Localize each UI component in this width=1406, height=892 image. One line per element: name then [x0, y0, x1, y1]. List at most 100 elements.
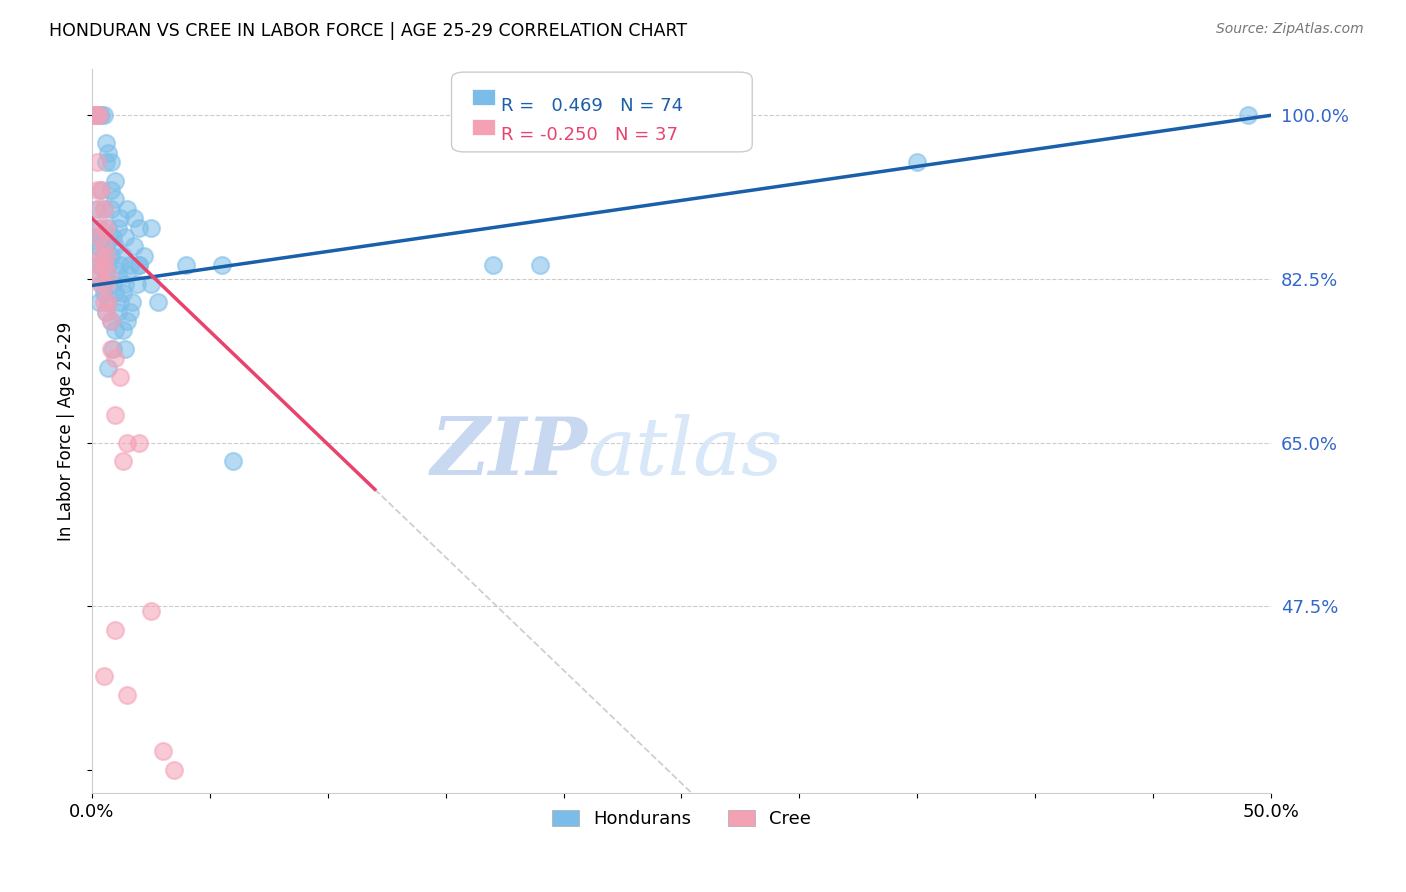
Point	[101, 277, 124, 291]
Point	[86, 108, 108, 122]
Point	[87, 230, 110, 244]
Point	[97, 258, 120, 272]
Point	[83, 249, 105, 263]
Point	[211, 258, 233, 272]
Point	[94, 136, 117, 151]
Point	[115, 267, 138, 281]
Point	[163, 763, 186, 777]
Bar	[471, 120, 495, 136]
Point	[139, 220, 162, 235]
Point	[104, 408, 127, 422]
Point	[108, 258, 131, 272]
Point	[83, 108, 105, 122]
Point	[94, 249, 117, 263]
Point	[139, 277, 162, 291]
Point	[93, 669, 115, 683]
Point	[104, 285, 127, 300]
Point	[90, 249, 112, 263]
Point	[93, 202, 115, 216]
FancyBboxPatch shape	[451, 72, 752, 152]
Point	[107, 220, 129, 235]
Point	[100, 314, 122, 328]
Point	[94, 220, 117, 235]
Point	[121, 295, 143, 310]
Point	[104, 239, 127, 253]
Point	[90, 277, 112, 291]
Point	[86, 202, 108, 216]
Point	[104, 323, 127, 337]
Text: HONDURAN VS CREE IN LABOR FORCE | AGE 25-29 CORRELATION CHART: HONDURAN VS CREE IN LABOR FORCE | AGE 25…	[49, 22, 688, 40]
Point	[114, 230, 136, 244]
Point	[87, 202, 110, 216]
Point	[86, 183, 108, 197]
Point	[139, 604, 162, 618]
Point	[94, 304, 117, 318]
Point	[97, 295, 120, 310]
Point	[86, 267, 108, 281]
Point	[87, 267, 110, 281]
Point	[90, 277, 112, 291]
Point	[146, 295, 169, 310]
Point	[94, 267, 117, 281]
Point	[94, 277, 117, 291]
Point	[86, 239, 108, 253]
Point	[87, 108, 110, 122]
Point	[128, 435, 150, 450]
Text: Source: ZipAtlas.com: Source: ZipAtlas.com	[1216, 22, 1364, 37]
Point	[94, 304, 117, 318]
Point	[124, 211, 146, 226]
Point	[111, 249, 134, 263]
Point	[93, 295, 115, 310]
Point	[111, 454, 134, 468]
Text: ZIP: ZIP	[430, 414, 588, 491]
Point	[108, 211, 131, 226]
Point	[108, 295, 131, 310]
Point	[124, 239, 146, 253]
Point	[93, 258, 115, 272]
Point	[114, 277, 136, 291]
Point	[128, 258, 150, 272]
Y-axis label: In Labor Force | Age 25-29: In Labor Force | Age 25-29	[58, 321, 75, 541]
Point	[111, 285, 134, 300]
Point	[115, 435, 138, 450]
Point	[107, 304, 129, 318]
Point	[114, 342, 136, 356]
Point	[104, 193, 127, 207]
Point	[100, 314, 122, 328]
Point	[97, 220, 120, 235]
Text: R = -0.250   N = 37: R = -0.250 N = 37	[501, 126, 678, 144]
Point	[101, 230, 124, 244]
Point	[905, 155, 928, 169]
Bar	[471, 89, 495, 104]
Point	[87, 258, 110, 272]
Point	[83, 230, 105, 244]
Point	[132, 249, 155, 263]
Point	[107, 267, 129, 281]
Point	[104, 174, 127, 188]
Point	[118, 304, 141, 318]
Point	[87, 108, 110, 122]
Point	[93, 108, 115, 122]
Point	[115, 688, 138, 702]
Point	[100, 249, 122, 263]
Point	[100, 342, 122, 356]
Point	[93, 285, 115, 300]
Point	[174, 258, 197, 272]
Point	[83, 108, 105, 122]
Point	[529, 258, 551, 272]
Point	[101, 342, 124, 356]
Point	[97, 360, 120, 375]
Point	[128, 220, 150, 235]
Point	[100, 155, 122, 169]
Point	[97, 267, 120, 281]
Point	[152, 744, 174, 758]
Point	[94, 155, 117, 169]
Point	[115, 314, 138, 328]
Point	[93, 249, 115, 263]
Point	[87, 295, 110, 310]
Point	[90, 183, 112, 197]
Point	[1236, 108, 1258, 122]
Point	[100, 202, 122, 216]
Point	[125, 277, 148, 291]
Point	[90, 230, 112, 244]
